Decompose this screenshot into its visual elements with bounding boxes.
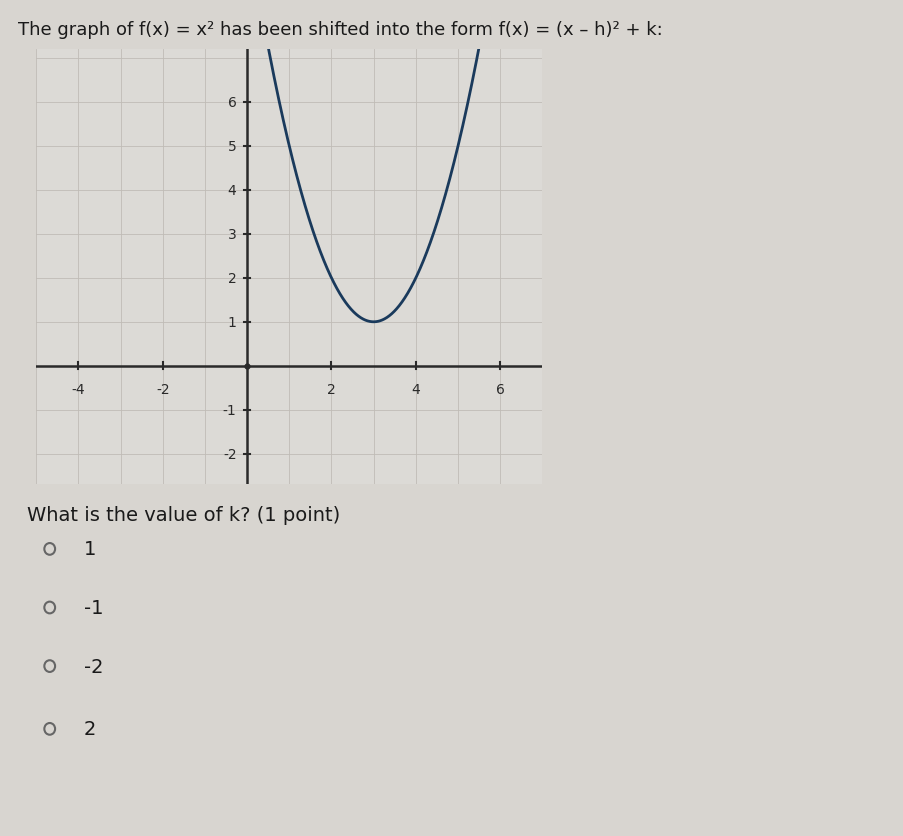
Text: 6: 6 xyxy=(495,383,504,397)
Text: 1: 1 xyxy=(228,315,237,329)
Text: 2: 2 xyxy=(84,720,97,738)
Text: -2: -2 xyxy=(155,383,170,397)
Text: 2: 2 xyxy=(327,383,336,397)
Text: -1: -1 xyxy=(84,599,104,617)
Text: 1: 1 xyxy=(84,540,97,558)
Text: 4: 4 xyxy=(411,383,420,397)
Text: 5: 5 xyxy=(228,140,237,154)
Text: What is the value of k? (1 point): What is the value of k? (1 point) xyxy=(27,506,340,525)
Text: 6: 6 xyxy=(228,96,237,110)
Text: 3: 3 xyxy=(228,227,237,242)
Text: 4: 4 xyxy=(228,184,237,197)
Text: 2: 2 xyxy=(228,272,237,285)
Text: -2: -2 xyxy=(84,657,104,675)
Text: -1: -1 xyxy=(222,403,237,417)
Text: The graph of f(x) = x² has been shifted into the form f(x) = (x – h)² + k:: The graph of f(x) = x² has been shifted … xyxy=(18,21,662,39)
Text: -4: -4 xyxy=(71,383,85,397)
Text: -2: -2 xyxy=(223,447,237,461)
